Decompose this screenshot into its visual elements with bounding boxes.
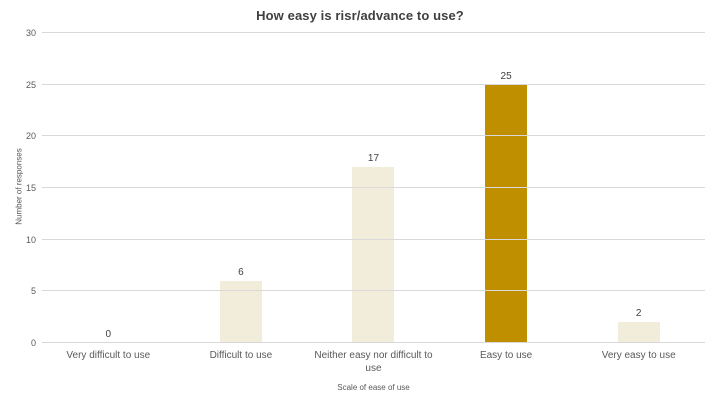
bar-column-very-difficult-to-use: 0 — [42, 33, 175, 343]
bar-column-easy-to-use: 25 — [440, 33, 573, 343]
x-axis-category-labels: Very difficult to use Difficult to use Nei… — [42, 349, 705, 375]
bar-value-label: 17 — [367, 153, 380, 165]
bar-very-easy-to-use — [617, 322, 660, 343]
x-axis-line — [42, 342, 705, 343]
bar-value-label: 25 — [500, 70, 512, 82]
y-tick-label-30: 30 — [25, 28, 36, 38]
x-category-label-easy-to-use: Easy to use — [479, 350, 533, 361]
gridline-y-30 — [42, 32, 705, 33]
chart-title: How easy is risr/advance to use? — [256, 8, 464, 23]
x-category-label-very-difficult-to-use: Very difficult to use — [66, 350, 151, 361]
bar-value-label: 6 — [238, 267, 244, 278]
gridline-y-10 — [42, 238, 705, 240]
y-tick-label-0: 0 — [30, 338, 36, 348]
x-category-label-difficult-to-use: Difficult to use — [209, 350, 273, 361]
y-axis-tick-labels: 0 5 10 15 20 25 30 — [0, 28, 36, 348]
gridline-y-5 — [42, 290, 705, 292]
bar-easy-to-use — [485, 84, 528, 343]
bar-column-difficult-to-use: 6 — [175, 33, 308, 343]
y-tick-label-5: 5 — [30, 286, 36, 297]
y-tick-label-10: 10 — [25, 234, 36, 245]
gridline-y-20 — [42, 135, 705, 137]
x-axis-title: Scale of ease of use — [337, 383, 410, 392]
x-category-label-very-easy-to-use: Very easy to use — [601, 350, 676, 361]
bars-group: 0 6 17 25 2 — [42, 33, 705, 343]
bar-value-label: 0 — [105, 329, 112, 340]
y-tick-label-15: 15 — [25, 183, 36, 193]
gridline-y-15 — [42, 187, 705, 188]
bar-neither-easy-nor-difficult-to-use — [352, 167, 395, 343]
y-tick-label-25: 25 — [25, 79, 36, 90]
plot-area: 0 6 17 25 2 — [42, 32, 705, 343]
x-category-label-neither-easy-nor-difficult-to-use: Neither easy nor difficult to use — [314, 350, 433, 374]
bar-value-label: 2 — [635, 308, 642, 320]
bar-column-neither-easy-nor-difficult-to-use: 17 — [307, 33, 440, 343]
y-tick-label-20: 20 — [25, 131, 36, 142]
bar-column-very-easy-to-use: 2 — [572, 33, 705, 343]
gridline-y-25 — [42, 83, 705, 85]
